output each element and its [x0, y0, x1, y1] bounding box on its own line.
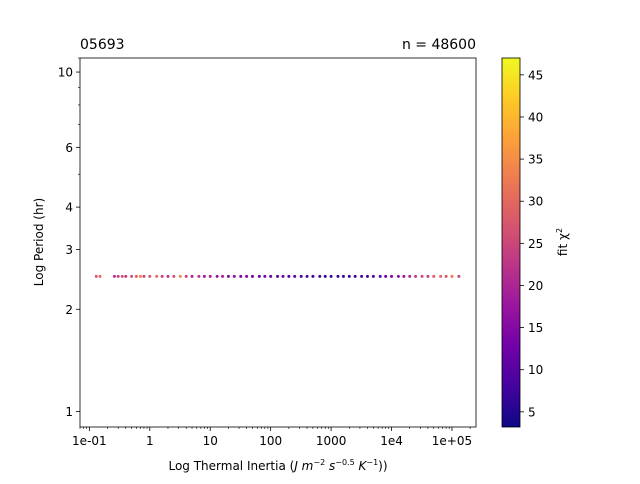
data-point	[347, 274, 351, 278]
x-tick-label: 1e-01	[72, 434, 107, 448]
data-point	[439, 274, 443, 278]
chart-title-right: n = 48600	[402, 37, 476, 53]
data-point	[336, 274, 340, 278]
data-point	[457, 274, 461, 278]
data-point	[226, 274, 230, 278]
y-tick-label: 3	[65, 243, 73, 257]
data-point	[269, 274, 273, 278]
data-point	[178, 274, 182, 278]
y-axis-label: Log Period (hr)	[32, 198, 46, 286]
y-tick-label: 1	[65, 405, 73, 419]
data-point	[371, 274, 375, 278]
x-tick-label: 1e4	[380, 434, 403, 448]
data-point	[250, 274, 254, 278]
data-point	[305, 274, 309, 278]
data-point	[221, 274, 225, 278]
x-tick-label: 1e+05	[432, 434, 472, 448]
colorbar-axis: 5 10 15 20 25 30 35 40 45	[520, 68, 543, 419]
data-point	[276, 274, 280, 278]
colorbar	[501, 57, 521, 428]
data-point	[402, 274, 406, 278]
data-point	[450, 274, 454, 278]
data-point	[426, 274, 430, 278]
data-point	[365, 274, 369, 278]
colorbar-tick-label: 35	[528, 153, 543, 167]
data-point	[257, 274, 261, 278]
y-tick-label: 6	[65, 141, 73, 155]
data-point	[94, 274, 98, 278]
data-point	[148, 274, 152, 278]
data-point	[190, 274, 194, 278]
x-tick-label: 10	[203, 434, 218, 448]
data-point	[396, 274, 400, 278]
data-point	[172, 274, 176, 278]
data-point	[311, 274, 315, 278]
data-point	[384, 274, 388, 278]
data-point	[197, 274, 201, 278]
data-point	[444, 274, 448, 278]
data-point	[138, 274, 142, 278]
data-point	[134, 274, 138, 278]
data-point	[432, 274, 436, 278]
chart-title-left: 05693	[80, 37, 125, 53]
x-axis: 1e-01 1 10 100 1000 1e4 1e+05	[72, 427, 472, 448]
data-point	[263, 274, 267, 278]
y-axis: 1 2 3 4 6 10	[58, 57, 80, 419]
data-point	[124, 274, 128, 278]
data-point	[202, 274, 206, 278]
colorbar-tick-label: 40	[528, 110, 543, 124]
data-point	[98, 274, 102, 278]
data-point	[184, 274, 188, 278]
y-tick-label: 4	[65, 201, 73, 215]
data-point	[378, 274, 382, 278]
data-point	[239, 274, 243, 278]
plot-frame	[79, 57, 477, 428]
data-point	[299, 274, 303, 278]
data-point	[112, 274, 116, 278]
data-point	[420, 274, 424, 278]
y-tick-label: 10	[58, 66, 73, 80]
data-point	[208, 274, 212, 278]
data-point	[215, 274, 219, 278]
data-point	[120, 274, 124, 278]
data-point	[390, 274, 394, 278]
plot-area	[80, 58, 476, 427]
data-point	[142, 274, 146, 278]
data-point	[329, 274, 333, 278]
data-point	[166, 274, 170, 278]
data-point	[155, 274, 159, 278]
x-tick-label: 1	[146, 434, 154, 448]
data-point	[318, 274, 322, 278]
data-point	[232, 274, 236, 278]
data-point	[245, 274, 249, 278]
data-point	[116, 274, 120, 278]
colorbar-tick-label: 5	[528, 405, 536, 419]
y-tick-label: 2	[65, 303, 73, 317]
colorbar-tick-label: 15	[528, 321, 543, 335]
data-point	[293, 274, 297, 278]
x-tick-label: 1000	[316, 434, 347, 448]
colorbar-tick-label: 30	[528, 195, 543, 209]
colorbar-tick-label: 10	[528, 363, 543, 377]
colorbar-tick-label: 25	[528, 237, 543, 251]
colorbar-label: fit χ2	[555, 228, 570, 256]
points-layer	[94, 274, 461, 278]
data-point	[353, 274, 357, 278]
x-axis-label: Log Thermal Inertia (J m−2​ s−0.5​ K−1​)…	[168, 458, 387, 473]
data-point	[408, 274, 412, 278]
data-point	[360, 274, 364, 278]
data-point	[281, 274, 285, 278]
data-point	[323, 274, 327, 278]
data-point	[341, 274, 345, 278]
colorbar-tick-label: 20	[528, 279, 543, 293]
data-point	[130, 274, 134, 278]
x-tick-label: 100	[259, 434, 282, 448]
data-point	[414, 274, 418, 278]
colorbar-tick-label: 45	[528, 68, 543, 82]
data-point	[287, 274, 291, 278]
data-point	[160, 274, 164, 278]
